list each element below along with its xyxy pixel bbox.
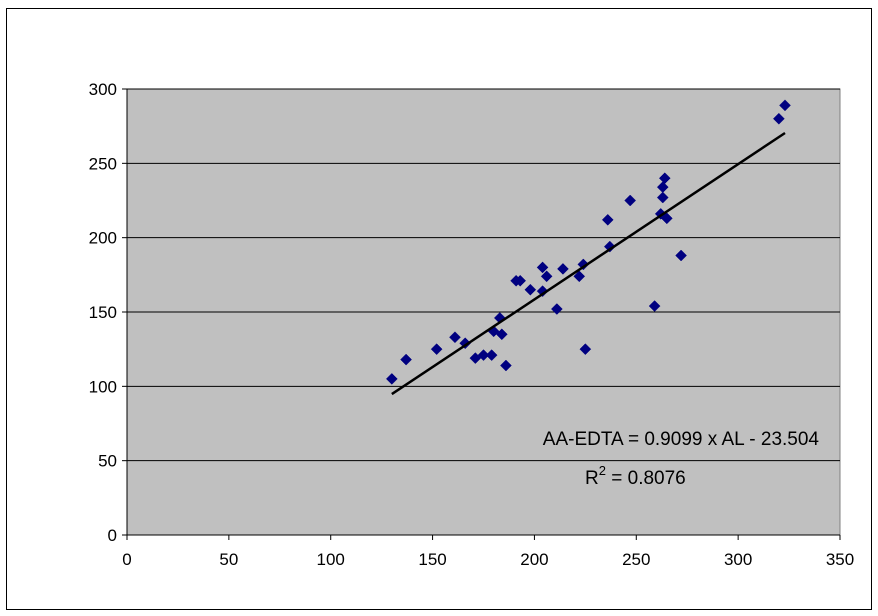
- r-squared-symbol: R: [585, 468, 599, 489]
- data-point-marker: [779, 99, 791, 112]
- data-point-marker: [540, 270, 553, 283]
- data-point-marker: [660, 212, 673, 225]
- data-point-marker: [385, 373, 398, 385]
- x-tick-label: 300: [724, 550, 752, 569]
- x-tick-label: 100: [317, 550, 345, 569]
- data-point-marker: [773, 112, 785, 125]
- data-point-marker: [477, 349, 490, 361]
- data-points: [385, 99, 791, 385]
- x-tick-label: 350: [826, 550, 854, 569]
- data-point-marker: [648, 300, 661, 312]
- data-point-marker: [524, 283, 537, 296]
- y-tick-label: 100: [89, 377, 117, 396]
- scatter-chart: 0 50 100 150 200 250 300 350 0 50 100 150 200 250 300…: [89, 80, 855, 569]
- trendline: [391, 131, 786, 396]
- data-point-marker: [675, 249, 687, 262]
- data-point-marker: [557, 263, 569, 275]
- gridlines: [127, 88, 840, 462]
- data-point-marker: [485, 349, 498, 361]
- x-tick-label: 0: [122, 550, 131, 569]
- r-squared-value: = 0.8076: [606, 468, 686, 489]
- x-tick-label: 50: [219, 550, 238, 569]
- trendline-equation: AA-EDTA = 0.9099 x AL - 23.504: [543, 429, 820, 450]
- x-axis-ticks: 0 50 100 150 200 250 300 350: [122, 535, 854, 569]
- data-point-marker: [601, 213, 614, 226]
- data-point-marker: [400, 353, 412, 366]
- data-point-marker: [550, 303, 563, 315]
- data-point-marker: [656, 191, 669, 204]
- data-point-marker: [579, 343, 592, 356]
- data-point-marker: [430, 343, 443, 356]
- data-point-marker: [449, 331, 461, 344]
- y-tick-label: 200: [89, 229, 117, 248]
- data-point-marker: [577, 258, 590, 271]
- x-tick-label: 150: [418, 550, 446, 569]
- x-tick-label: 250: [622, 550, 650, 569]
- r-squared-label: R2 = 0.8076: [585, 463, 686, 489]
- data-point-marker: [500, 359, 512, 372]
- data-point-marker: [658, 172, 671, 185]
- y-tick-label: 150: [89, 303, 117, 322]
- data-point-marker: [536, 285, 549, 298]
- y-tick-label: 250: [89, 154, 117, 173]
- data-point-marker: [495, 328, 508, 341]
- y-tick-label: 300: [89, 80, 117, 99]
- y-tick-label: 0: [108, 526, 117, 545]
- data-point-marker: [536, 261, 549, 274]
- y-tick-label: 50: [98, 452, 117, 471]
- data-point-marker: [573, 270, 586, 283]
- data-point-marker: [603, 240, 616, 253]
- chart-area: 0 50 100 150 200 250 300 350 0 50 100 150 200 250 300…: [6, 8, 872, 610]
- data-point-marker: [514, 274, 527, 287]
- x-tick-label: 200: [520, 550, 548, 569]
- r-squared-superscript: 2: [599, 463, 606, 478]
- y-axis-ticks: 0 50 100 150 200 250 300: [89, 80, 127, 545]
- data-point-marker: [624, 194, 637, 207]
